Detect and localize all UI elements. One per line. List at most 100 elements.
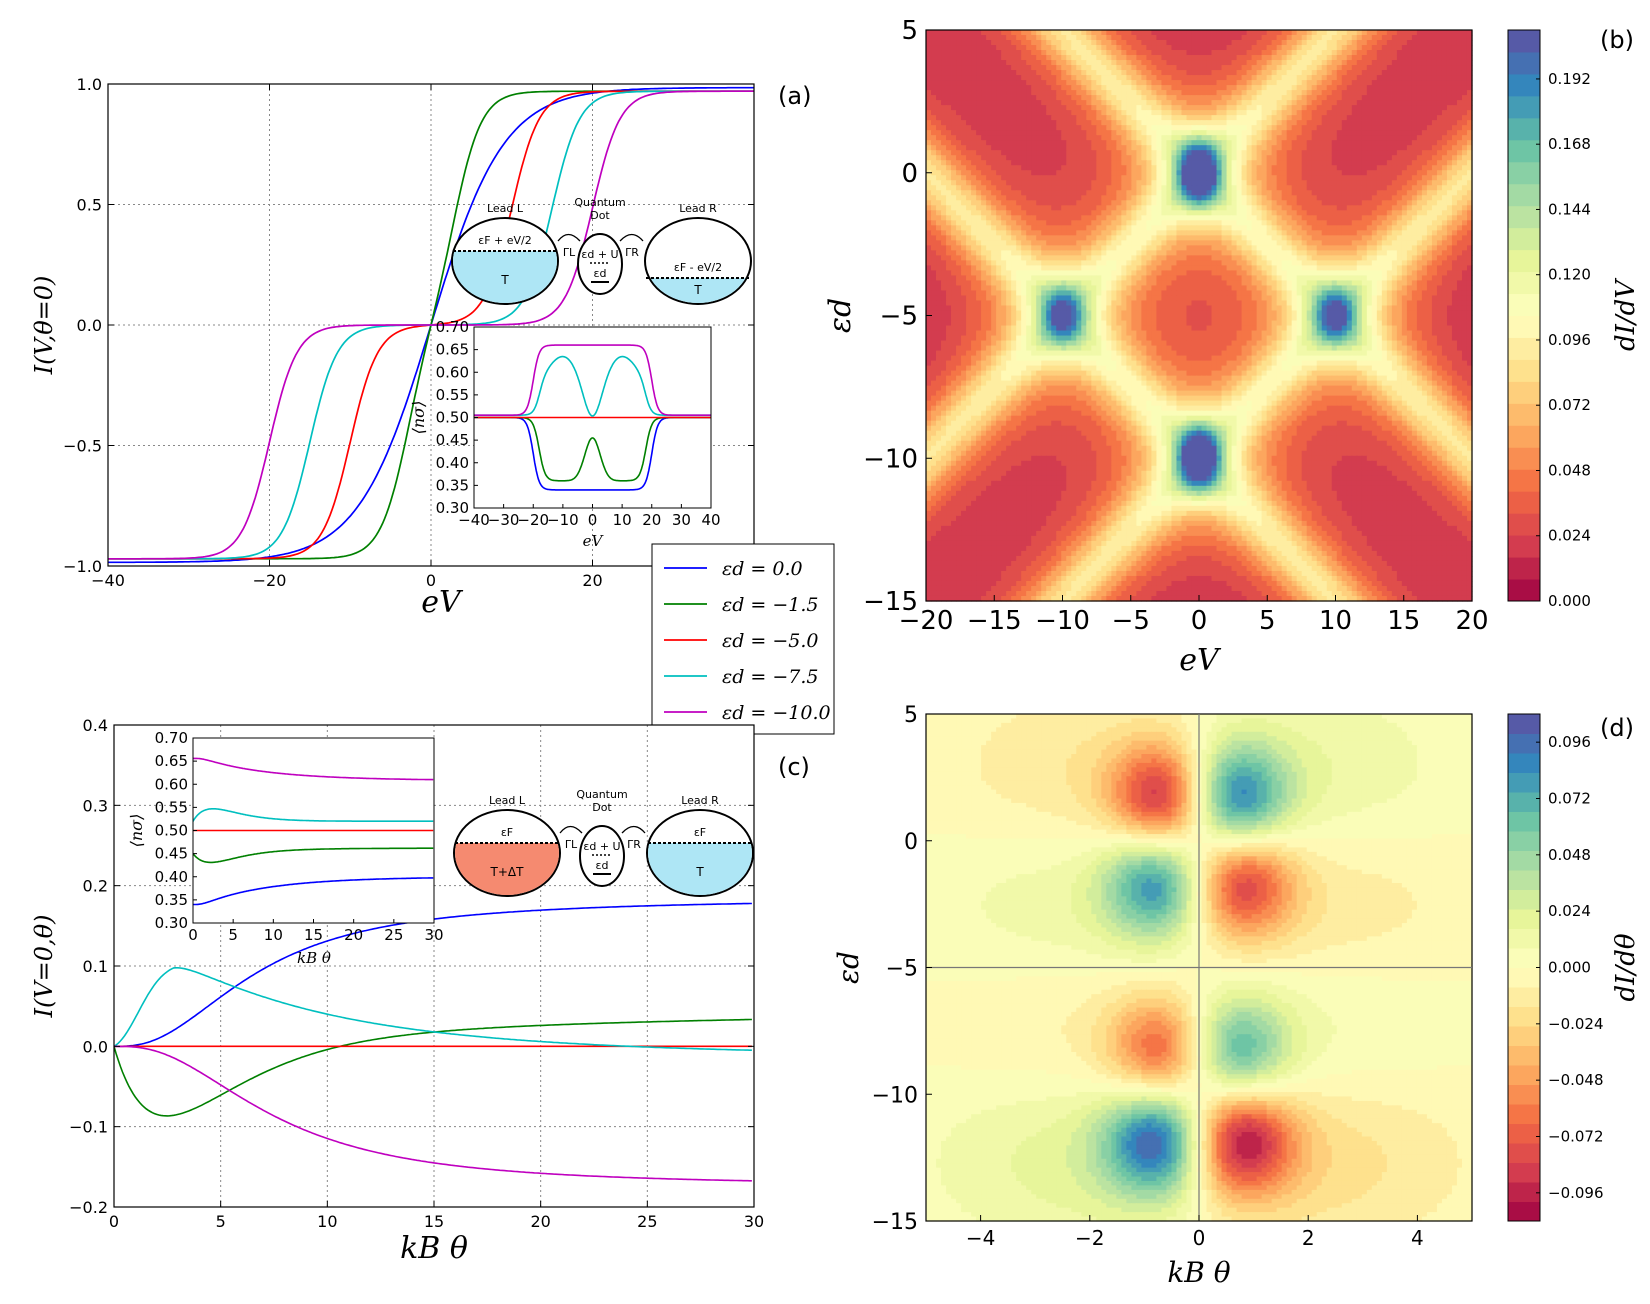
panel-b-cell — [1446, 230, 1453, 236]
panel-b-cell — [1386, 205, 1393, 211]
panel-b-cell — [1116, 120, 1122, 126]
panel-b-cell — [1436, 130, 1443, 136]
panel-b-cell — [976, 225, 982, 231]
panel-b-cell — [931, 210, 937, 216]
panel-b-cell — [1406, 130, 1413, 136]
panel-b-cell — [971, 45, 977, 51]
panel-b-cell — [1161, 165, 1168, 171]
panel-b-cell — [1116, 85, 1122, 91]
panel-b-cell — [1146, 190, 1153, 196]
panel-b-cell — [971, 205, 977, 211]
panel-b-cell — [1111, 115, 1117, 121]
panel-b-cell — [1226, 105, 1233, 111]
panel-b-cell — [1141, 155, 1147, 161]
panel-b-cell — [1406, 50, 1413, 56]
panel-b-cell — [1436, 35, 1443, 41]
panel-b-cell — [1126, 130, 1132, 136]
panel-b-cell — [1381, 85, 1388, 91]
panel-b-cell — [1066, 245, 1072, 251]
panel-b-cell — [1161, 55, 1168, 61]
panel-b-cell — [1351, 115, 1358, 121]
panel-b-cell — [1326, 200, 1333, 206]
panel-b-cell — [1251, 70, 1258, 76]
panel-b-cell — [1271, 40, 1278, 46]
panel-b-cell — [1441, 120, 1448, 126]
panel-b-cell — [1331, 200, 1338, 206]
panel-b-cell — [1146, 35, 1153, 41]
panel-b-cell — [1071, 65, 1077, 71]
panel-b-cell — [1051, 190, 1057, 196]
panel-b-cell — [1211, 105, 1218, 111]
schematic-dot-label: Quantum — [576, 788, 627, 801]
panel-b-cell — [1146, 95, 1153, 101]
panel-b-cell — [1321, 225, 1328, 231]
panel-b-cell — [1106, 100, 1112, 106]
panel-b-cell — [986, 55, 992, 61]
panel-b-cell — [1046, 230, 1052, 236]
panel-b-cell — [1046, 150, 1052, 156]
legend-label-2: εd = −5.0 — [722, 630, 819, 652]
panel-b-cell — [1111, 205, 1117, 211]
panel-b-cell — [1036, 155, 1042, 161]
panel-b-cell — [1371, 150, 1378, 156]
panel-b-cell — [1121, 220, 1127, 226]
panel-b-cell — [1401, 80, 1408, 86]
panel-b-cell — [1466, 95, 1473, 101]
panel-b-cell — [1111, 225, 1117, 231]
panel-b-cell — [1101, 70, 1107, 76]
panel-b-cell — [946, 225, 952, 231]
panel-b-cell — [1261, 50, 1268, 56]
panel-b-cell — [1466, 190, 1473, 196]
panel-b-cell — [1461, 110, 1468, 116]
panel-b-cell — [1146, 235, 1153, 241]
panel-b-cell — [1071, 165, 1077, 171]
panel-b-cell — [1156, 75, 1163, 81]
panel-b-cell — [1116, 40, 1122, 46]
panel-b-cell — [1221, 45, 1228, 51]
panel-b-cell — [961, 200, 967, 206]
panel-b-cell — [1191, 55, 1198, 61]
panel-b-cell — [1466, 145, 1473, 151]
panel-b-cell — [1466, 225, 1473, 231]
panel-b-cell — [1271, 130, 1278, 136]
panel-b-cell — [946, 240, 952, 246]
panel-b-cell — [1241, 165, 1248, 171]
panel-b-cell — [1076, 150, 1082, 156]
panel-b-cell — [1046, 240, 1052, 246]
panel-b-cell — [1181, 170, 1188, 176]
panel-b-cell — [1066, 95, 1072, 101]
panel-b-cell — [1371, 110, 1378, 116]
panel-b-cell — [1096, 190, 1102, 196]
panel-b-cell — [1331, 210, 1338, 216]
panel-b-cell — [1071, 160, 1077, 166]
panel-b-cell — [1356, 90, 1363, 96]
panel-b-cell — [1156, 80, 1163, 86]
panel-b-cell — [1161, 235, 1168, 241]
panel-b-cell — [1251, 45, 1258, 51]
panel-b-cell — [1276, 175, 1283, 181]
panel-b-cell — [1036, 45, 1042, 51]
panel-b-cell — [1401, 215, 1408, 221]
panel-b-cell — [1206, 175, 1213, 181]
panel-b-cell — [1306, 225, 1313, 231]
panel-b-cell — [1196, 220, 1203, 226]
panel-b-cell — [1071, 205, 1077, 211]
legend-box — [651, 543, 835, 735]
panel-b-cell — [1391, 135, 1398, 141]
panel-b-cell — [1256, 135, 1263, 141]
panel-b-cell — [1076, 35, 1082, 41]
panel-b-cell — [1236, 115, 1243, 121]
panel-b-cell — [1076, 240, 1082, 246]
panel-b-cell — [1366, 140, 1373, 146]
panel-b-cell — [1426, 80, 1433, 86]
panel-b-cell — [1466, 50, 1473, 56]
panel-b-cell — [1161, 45, 1168, 51]
panel-b-cell — [1411, 30, 1418, 36]
panel-b-cell — [1466, 105, 1473, 111]
panel-b-cell — [996, 245, 1002, 251]
panel-b-cell — [1151, 60, 1158, 66]
panel-b-cell — [1146, 170, 1153, 176]
panel-b-cell — [1436, 215, 1443, 221]
panel-b-cell — [1126, 230, 1132, 236]
panel-b-cell — [1371, 50, 1378, 56]
